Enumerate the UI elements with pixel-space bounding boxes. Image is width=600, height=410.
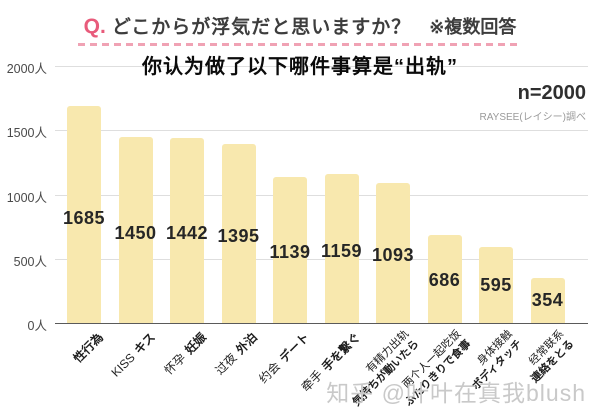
source-note: RAYSEE(レイシー)調べ (479, 112, 587, 123)
bar (67, 106, 101, 323)
category-label-chinese: 怀孕 (161, 350, 189, 378)
value-label: 1139 (269, 241, 311, 262)
value-label: 1450 (114, 222, 157, 243)
value-label: 686 (428, 269, 461, 290)
y-axis-tick-label: 500人 (13, 254, 47, 269)
bar (221, 143, 256, 323)
category-label-japanese: 外泊 (233, 330, 261, 358)
header: Q. どこからが浮気だと思いますか？ ※複数回答 (0, 12, 600, 46)
value-label: 1159 (320, 240, 363, 261)
category-label-chinese: 约会 (256, 359, 284, 387)
value-label: 1442 (165, 223, 209, 244)
q-label: Q. (83, 15, 106, 38)
bar (427, 234, 462, 323)
gridline (55, 258, 588, 260)
value-label: 354 (531, 290, 564, 311)
category-label-japanese: 性行為 (70, 330, 107, 366)
subtitle-chinese: 你认为做了以下哪件事算是“出轨” (142, 56, 458, 78)
title-japanese: どこからが浮気だと思いますか？ (111, 17, 412, 38)
y-axis-tick-label: 0人 (27, 319, 47, 333)
y-axis-tick-label: 1000人 (6, 190, 47, 205)
category-label-japanese: 手を繋ぐ (319, 330, 364, 374)
bar (324, 174, 359, 323)
bar (530, 277, 565, 323)
category-label: 性行為 (65, 328, 108, 371)
category-label-chinese: KISS (108, 350, 138, 380)
category-label-japanese: 妊娠 (182, 330, 210, 358)
bar (170, 137, 204, 323)
bar (118, 136, 153, 323)
gridline (55, 66, 588, 67)
multiple-answer-note: ※複数回答 (429, 17, 517, 37)
value-label: 1395 (217, 225, 260, 246)
meta-block: n=2000 RAYSEE(レイシー)調べ (480, 82, 587, 123)
gridline (55, 130, 588, 132)
value-label: 1685 (62, 208, 106, 229)
dashed-underline (77, 43, 523, 46)
bar (479, 246, 513, 323)
bar (376, 182, 410, 323)
category-label-japanese: キス (130, 330, 158, 357)
y-axis-tick-label: 2000人 (6, 62, 47, 76)
category-label: KISSキス (106, 328, 160, 382)
value-label: 595 (480, 275, 512, 296)
sample-size: n=2000 (517, 82, 586, 104)
category-label: 怀孕妊娠 (160, 328, 212, 380)
category-label-chinese: 过夜 (213, 350, 241, 378)
bar (273, 176, 307, 323)
gridline (55, 194, 588, 196)
value-label: 1093 (371, 244, 415, 265)
survey-question-title: Q. どこからが浮気だと思いますか？ ※複数回答 (77, 12, 523, 46)
x-axis-line (55, 323, 588, 324)
category-label-chinese: 牵手 (299, 367, 327, 395)
category-label-japanese: デート (276, 330, 313, 366)
y-axis-tick-label: 1500人 (6, 126, 47, 141)
watermark: 知乎 @叶叶在真我blush (326, 380, 586, 406)
